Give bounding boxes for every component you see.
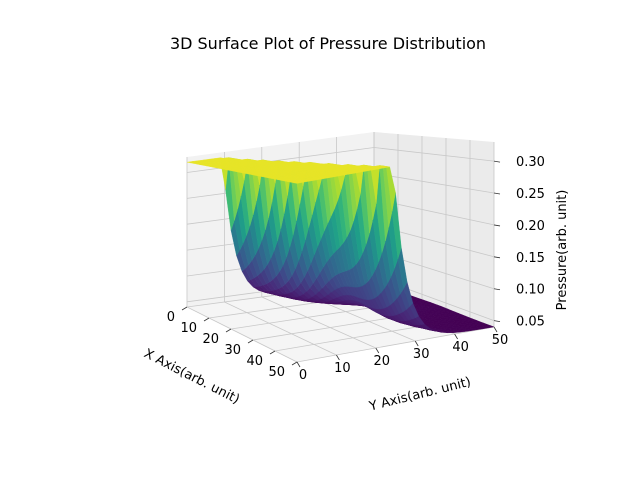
y-axis-label: Y Axis(arb. unit)	[367, 375, 473, 415]
z-tick-mark	[493, 288, 501, 291]
z-tick-mark	[493, 160, 501, 163]
y-tick-mark	[336, 354, 340, 361]
x-tick-mark	[269, 350, 276, 355]
x-tick-label: 20	[202, 332, 219, 347]
z-tick-label: 0.05	[516, 315, 545, 330]
z-tick-label: 0.20	[516, 219, 545, 234]
pressure-surface	[186, 157, 495, 334]
x-tick-label: 40	[246, 354, 263, 369]
x-tick-label: 30	[224, 343, 241, 358]
x-tick-mark	[203, 317, 210, 322]
y-tick-label: 0	[299, 368, 307, 383]
x-tick-label: 50	[268, 365, 285, 380]
y-tick-mark	[493, 326, 498, 333]
x-tick-mark	[291, 361, 298, 366]
y-tick-mark	[414, 340, 419, 347]
x-tick-label: 10	[180, 321, 197, 336]
z-axis-label: Pressure(arb. unit)	[555, 190, 570, 311]
axis-ticks: 0 10 20 30 40 50 0 10 20 30 40 50 0.05 0.10 0.15 0.20 0.…	[167, 155, 545, 383]
x-tick-label: 0	[167, 310, 175, 325]
y-tick-label: 20	[374, 354, 391, 369]
y-tick-mark	[375, 347, 380, 354]
z-tick-mark	[493, 192, 501, 195]
y-tick-mark	[296, 361, 301, 368]
y-tick-label: 30	[413, 347, 430, 362]
y-tick-label: 10	[334, 361, 351, 376]
x-tick-mark	[181, 306, 188, 311]
x-tick-mark	[247, 339, 254, 344]
z-tick-mark	[493, 224, 501, 227]
z-tick-mark	[493, 256, 501, 259]
y-tick-mark	[454, 333, 458, 340]
y-tick-label: 50	[492, 333, 509, 348]
z-tick-label: 0.30	[516, 155, 545, 170]
z-tick-label: 0.10	[516, 283, 545, 298]
z-tick-mark	[493, 320, 501, 323]
chart-title: 3D Surface Plot of Pressure Distribution	[170, 34, 486, 53]
y-grid-line	[223, 152, 337, 356]
z-tick-label: 0.25	[516, 187, 545, 202]
x-tick-mark	[225, 328, 232, 333]
z-tick-label: 0.15	[516, 251, 545, 266]
surface-patch	[293, 181, 303, 184]
y-tick-label: 40	[452, 340, 469, 355]
